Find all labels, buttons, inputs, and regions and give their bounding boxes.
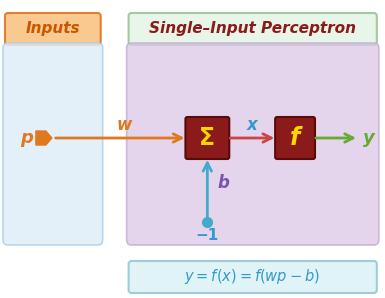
FancyBboxPatch shape bbox=[127, 43, 379, 245]
FancyBboxPatch shape bbox=[3, 43, 103, 245]
Text: w: w bbox=[117, 116, 132, 134]
Text: Σ: Σ bbox=[199, 126, 216, 150]
Text: $y = f(x) = f(wp - b)$: $y = f(x) = f(wp - b)$ bbox=[184, 268, 320, 286]
FancyBboxPatch shape bbox=[275, 117, 315, 159]
Text: Inputs: Inputs bbox=[25, 21, 80, 36]
Text: f: f bbox=[290, 126, 300, 150]
FancyBboxPatch shape bbox=[129, 261, 377, 293]
Text: p: p bbox=[20, 129, 33, 147]
Polygon shape bbox=[36, 131, 52, 145]
Text: y: y bbox=[363, 129, 375, 147]
FancyBboxPatch shape bbox=[129, 13, 377, 45]
FancyBboxPatch shape bbox=[5, 13, 101, 45]
FancyBboxPatch shape bbox=[186, 117, 229, 159]
Text: b: b bbox=[217, 175, 229, 193]
Text: Single–Input Perceptron: Single–Input Perceptron bbox=[149, 21, 356, 36]
Text: −1: −1 bbox=[196, 229, 219, 243]
Text: x: x bbox=[247, 116, 258, 134]
